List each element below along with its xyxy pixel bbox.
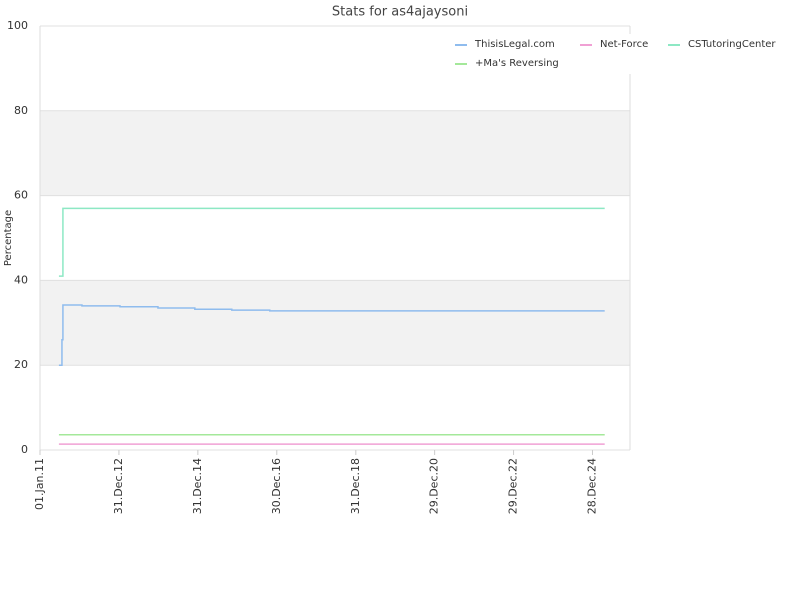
y-tick-label: 80 bbox=[14, 104, 28, 117]
chart-title: Stats for as4ajaysoni bbox=[332, 5, 468, 20]
y-tick-label: 40 bbox=[14, 273, 28, 286]
legend-label: CSTutoringCenter bbox=[688, 39, 776, 50]
y-tick-label: 20 bbox=[14, 358, 28, 371]
series-line bbox=[58, 304, 605, 366]
legend-box bbox=[445, 34, 790, 74]
x-tick-label: 28.Dec.24 bbox=[585, 458, 598, 514]
x-tick-label: 31.Dec.12 bbox=[112, 458, 125, 514]
series-line bbox=[58, 207, 605, 277]
x-tick-label: 30.Dec.16 bbox=[270, 458, 283, 514]
y-axis-title: Percentage bbox=[3, 210, 14, 266]
y-tick-label: 0 bbox=[21, 443, 28, 456]
x-tick-label: 31.Dec.18 bbox=[349, 458, 362, 514]
y-tick-label: 60 bbox=[14, 189, 28, 202]
legend-label: +Ma's Reversing bbox=[475, 58, 559, 69]
x-tick-label: 29.Dec.20 bbox=[428, 458, 441, 514]
plot-band bbox=[40, 110, 630, 196]
legend-label: ThisisLegal.com bbox=[474, 39, 555, 50]
plot-band bbox=[40, 280, 630, 366]
legend-label: Net-Force bbox=[600, 39, 648, 50]
x-tick-label: 01.Jan.11 bbox=[33, 458, 46, 510]
x-tick-label: 29.Dec.22 bbox=[507, 458, 520, 514]
y-tick-label: 100 bbox=[7, 19, 28, 32]
x-tick-label: 31.Dec.14 bbox=[191, 458, 204, 514]
legend: ThisisLegal.com Net-Force CSTutoringCenter… bbox=[445, 34, 790, 74]
